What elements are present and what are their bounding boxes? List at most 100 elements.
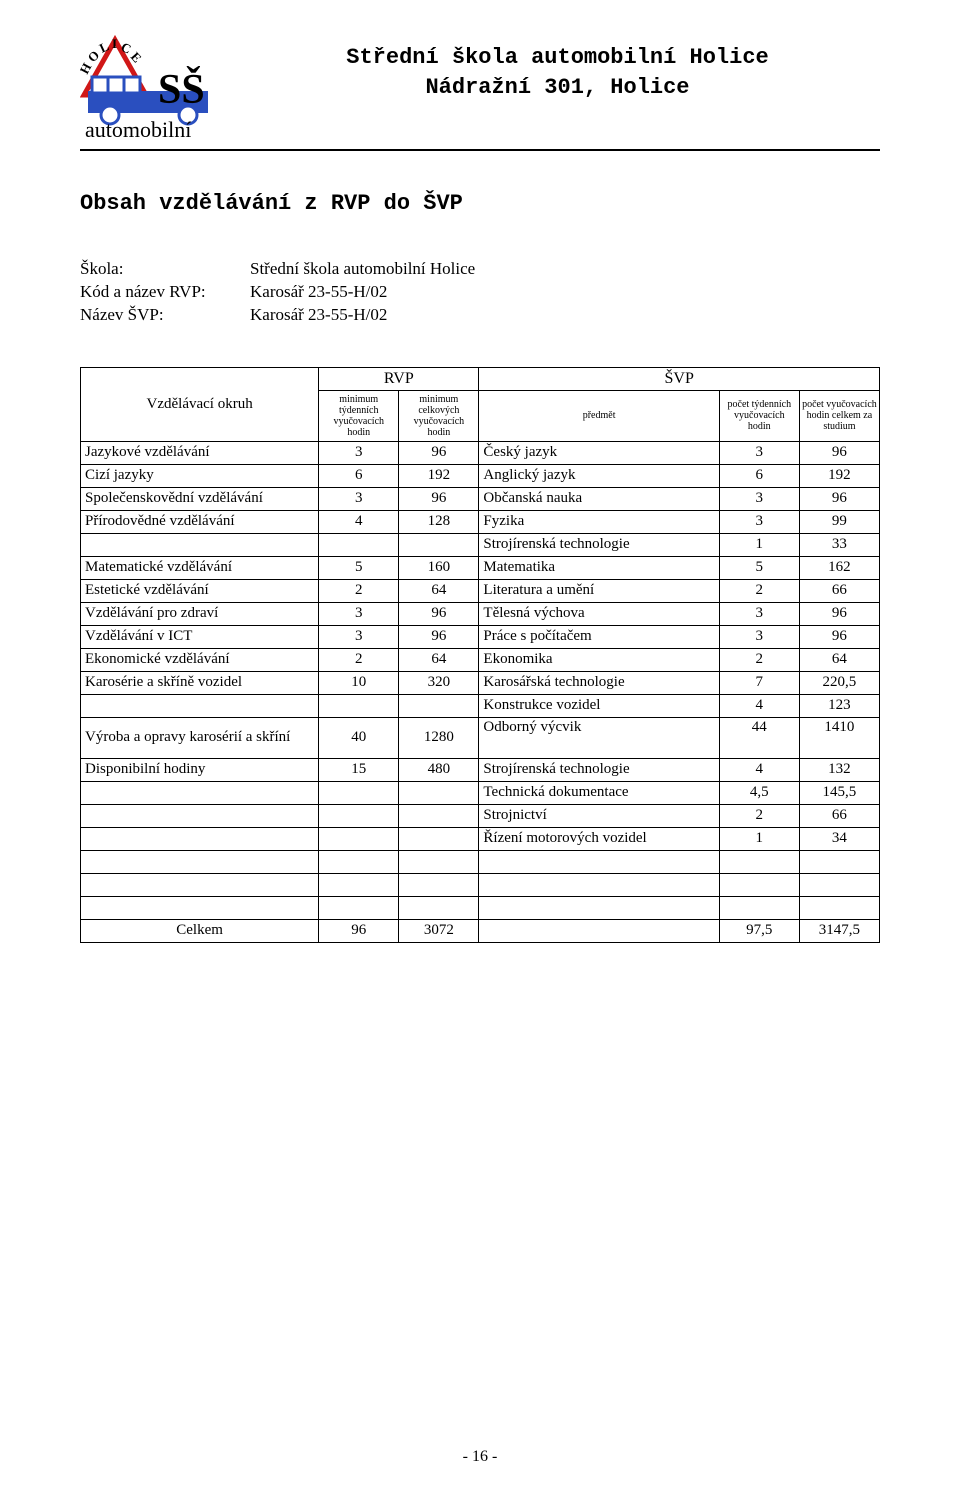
th-cnt-week: počet týdenních vyučovacích hodin <box>719 390 799 441</box>
cell-min-total: 480 <box>399 758 479 781</box>
cell-cnt-week: 4,5 <box>719 781 799 804</box>
cell-subject: Ekonomika <box>479 648 719 671</box>
cell-cnt-total: 64 <box>799 648 879 671</box>
cell-okruh: Jazykové vzdělávání <box>81 441 319 464</box>
cell-subject: Strojnictví <box>479 804 719 827</box>
cell-min-total <box>399 873 479 896</box>
cell-cnt-total: 132 <box>799 758 879 781</box>
table-row <box>81 850 880 873</box>
cell-min-week <box>319 781 399 804</box>
cell-okruh: Celkem <box>81 919 319 942</box>
cell-cnt-week: 3 <box>719 441 799 464</box>
table-row: Vzdělávání pro zdraví396Tělesná výchova3… <box>81 602 880 625</box>
cell-min-week: 2 <box>319 579 399 602</box>
table-header-row: Vzdělávací okruh RVP ŠVP <box>81 367 880 390</box>
cell-okruh: Matematické vzdělávání <box>81 556 319 579</box>
cell-subject: Tělesná výchova <box>479 602 719 625</box>
cell-cnt-week: 6 <box>719 464 799 487</box>
cell-subject: Anglický jazyk <box>479 464 719 487</box>
cell-min-week: 15 <box>319 758 399 781</box>
cell-subject <box>479 873 719 896</box>
th-cnt-total: počet vyučovacích hodin celkem za studiu… <box>799 390 879 441</box>
cell-min-week <box>319 873 399 896</box>
cell-okruh: Cizí jazyky <box>81 464 319 487</box>
cell-min-week: 6 <box>319 464 399 487</box>
header-rule <box>80 149 880 151</box>
cell-cnt-total: 145,5 <box>799 781 879 804</box>
cell-min-total: 128 <box>399 510 479 533</box>
header: H O L I C E SŠ <box>80 35 880 145</box>
cell-min-total <box>399 694 479 717</box>
cell-subject <box>479 919 719 942</box>
th-rvp: RVP <box>319 367 479 390</box>
cell-okruh: Výroba a opravy karosérií a skříní <box>81 717 319 758</box>
cell-okruh <box>81 850 319 873</box>
cell-cnt-total: 96 <box>799 602 879 625</box>
cell-min-week <box>319 827 399 850</box>
cell-min-week <box>319 804 399 827</box>
cell-cnt-week <box>719 850 799 873</box>
table-row: Ekonomické vzdělávání264Ekonomika264 <box>81 648 880 671</box>
cell-cnt-total: 220,5 <box>799 671 879 694</box>
cell-cnt-total: 34 <box>799 827 879 850</box>
cell-cnt-week: 44 <box>719 717 799 758</box>
cell-okruh <box>81 896 319 919</box>
cell-cnt-week <box>719 896 799 919</box>
svg-text:I: I <box>112 36 117 51</box>
cell-min-week: 3 <box>319 441 399 464</box>
cell-subject: Karosářská technologie <box>479 671 719 694</box>
cell-min-week: 3 <box>319 625 399 648</box>
cell-min-total: 1280 <box>399 717 479 758</box>
cell-min-total: 96 <box>399 602 479 625</box>
meta-row: Kód a název RVP: Karosář 23-55-H/02 <box>80 281 880 304</box>
cell-okruh <box>81 827 319 850</box>
cell-okruh <box>81 533 319 556</box>
cell-okruh <box>81 873 319 896</box>
meta-val: Karosář 23-55-H/02 <box>250 281 387 304</box>
cell-cnt-week: 2 <box>719 579 799 602</box>
cell-subject: Řízení motorových vozidel <box>479 827 719 850</box>
table-body: Jazykové vzdělávání396Český jazyk396Cizí… <box>81 441 880 942</box>
cell-min-week <box>319 850 399 873</box>
cell-subject: Odborný výcvik <box>479 717 719 758</box>
cell-min-total <box>399 850 479 873</box>
cell-min-week: 10 <box>319 671 399 694</box>
cell-cnt-total: 66 <box>799 579 879 602</box>
cell-okruh: Přírodovědné vzdělávání <box>81 510 319 533</box>
cell-min-total: 192 <box>399 464 479 487</box>
cell-min-week <box>319 896 399 919</box>
table-row <box>81 873 880 896</box>
cell-cnt-total: 96 <box>799 487 879 510</box>
page-number: - 16 - <box>0 1448 960 1466</box>
cell-cnt-week <box>719 873 799 896</box>
cell-subject: Strojírenská technologie <box>479 758 719 781</box>
table-row: Disponibilní hodiny15480Strojírenská tec… <box>81 758 880 781</box>
header-line1: Střední škola automobilní Holice <box>235 43 880 73</box>
cell-cnt-total: 1410 <box>799 717 879 758</box>
table-row: Vzdělávání v ICT396Práce s počítačem396 <box>81 625 880 648</box>
cell-cnt-total: 123 <box>799 694 879 717</box>
cell-min-total: 320 <box>399 671 479 694</box>
cell-subject: Občanská nauka <box>479 487 719 510</box>
cell-min-total: 160 <box>399 556 479 579</box>
table-row: Strojírenská technologie133 <box>81 533 880 556</box>
logo-svg: H O L I C E SŠ <box>80 35 230 140</box>
th-svp: ŠVP <box>479 367 880 390</box>
cell-cnt-total: 99 <box>799 510 879 533</box>
cell-cnt-week: 1 <box>719 827 799 850</box>
table-total-row: Celkem96307297,53147,5 <box>81 919 880 942</box>
curriculum-table: Vzdělávací okruh RVP ŠVP minimum týdenní… <box>80 367 880 943</box>
cell-cnt-week: 1 <box>719 533 799 556</box>
cell-min-week: 5 <box>319 556 399 579</box>
meta-key: Název ŠVP: <box>80 304 250 327</box>
cell-min-total <box>399 896 479 919</box>
cell-subject: Český jazyk <box>479 441 719 464</box>
cell-subject: Literatura a umění <box>479 579 719 602</box>
table-row: Karosérie a skříně vozidel10320Karosářsk… <box>81 671 880 694</box>
cell-subject <box>479 850 719 873</box>
cell-cnt-week: 2 <box>719 804 799 827</box>
cell-min-total <box>399 827 479 850</box>
cell-min-total <box>399 804 479 827</box>
table-row: Matematické vzdělávání5160Matematika5162 <box>81 556 880 579</box>
table-row <box>81 896 880 919</box>
